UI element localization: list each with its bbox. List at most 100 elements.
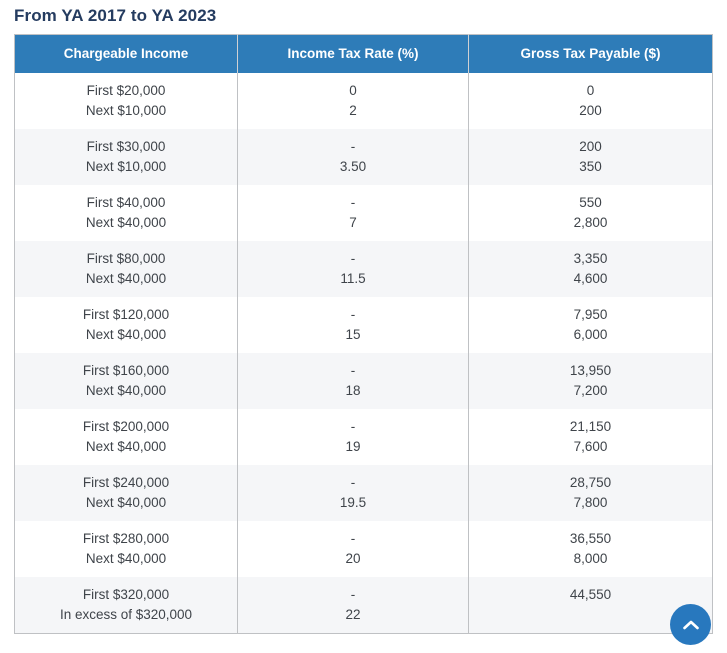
cell-rate: - 15 xyxy=(237,296,469,353)
cell-line: - xyxy=(350,530,356,546)
cell-line: 8,000 xyxy=(573,550,608,566)
cell-line: First $80,000 xyxy=(86,250,166,266)
cell-line: 3,350 xyxy=(573,250,608,266)
cell-payable: 3,350 4,600 xyxy=(468,240,713,297)
cell-line: 2,800 xyxy=(573,214,608,230)
chevron-up-icon xyxy=(682,619,700,631)
cell-line: 21,150 xyxy=(569,418,612,434)
cell-line: Next $10,000 xyxy=(85,102,167,118)
table-row: First $280,000 Next $40,000 - 20 36,550 8,000 xyxy=(14,520,713,577)
cell-line: 44,550 xyxy=(569,586,612,602)
cell-line: 28,750 xyxy=(569,474,612,490)
cell-income: First $20,000 Next $10,000 xyxy=(14,72,238,129)
table-row: First $30,000 Next $10,000-3.50 200 350 xyxy=(14,128,713,185)
table-row: First $80,000 Next $40,000 - 11.5 3,350 4,600 xyxy=(14,240,713,297)
column-header-chargeable-income: Chargeable Income xyxy=(14,34,238,73)
cell-line: 36,550 xyxy=(569,530,612,546)
cell-rate: -7 xyxy=(237,184,469,241)
cell-income: First $200,000 Next $40,000 xyxy=(14,408,238,465)
cell-payable: 28,750 7,800 xyxy=(468,464,713,521)
cell-line: First $200,000 xyxy=(82,418,170,434)
table-row: First $20,000 Next $10,000 0 2 0 200 xyxy=(14,72,713,129)
cell-line: - xyxy=(350,362,356,378)
cell-line: First $240,000 xyxy=(82,474,170,490)
cell-payable: 0 200 xyxy=(468,72,713,129)
cell-line: 200 xyxy=(579,102,602,118)
cell-line: 18 xyxy=(345,382,361,398)
cell-line: 0 xyxy=(349,82,357,98)
cell-line: 15 xyxy=(345,326,361,342)
table-header: Chargeable Income Income Tax Rate (%) Gr… xyxy=(14,34,713,73)
cell-line: 19.5 xyxy=(339,494,367,510)
cell-line: First $120,000 xyxy=(82,306,170,322)
cell-line: 7 xyxy=(349,214,357,230)
cell-line: - xyxy=(350,138,356,154)
cell-line: - xyxy=(350,250,356,266)
cell-income: First $40,000 Next $40,000 xyxy=(14,184,238,241)
cell-income: First $280,000 Next $40,000 xyxy=(14,520,238,577)
table-row: First $40,000 Next $40,000-7 550 2,800 xyxy=(14,184,713,241)
cell-line: Next $40,000 xyxy=(85,382,167,398)
cell-payable: 550 2,800 xyxy=(468,184,713,241)
cell-line: - xyxy=(350,418,356,434)
cell-line: Next $40,000 xyxy=(85,326,167,342)
cell-payable: 21,150 7,600 xyxy=(468,408,713,465)
cell-line: 0 xyxy=(586,82,595,98)
cell-line: 7,200 xyxy=(573,382,608,398)
cell-payable: 7,950 6,000 xyxy=(468,296,713,353)
cell-line: 7,600 xyxy=(573,438,608,454)
cell-line: First $40,000 xyxy=(86,194,166,210)
cell-line: First $320,000 xyxy=(82,586,170,602)
cell-line: First $30,000 xyxy=(86,138,166,154)
cell-line: 22 xyxy=(345,606,361,622)
table-body: First $20,000 Next $10,000 0 2 0 200 First $30… xyxy=(14,72,713,633)
back-to-top-button[interactable] xyxy=(670,604,711,645)
cell-rate: - 18 xyxy=(237,352,469,409)
cell-line: - xyxy=(350,306,356,322)
cell-line: Next $40,000 xyxy=(85,438,167,454)
cell-line: First $20,000 xyxy=(86,82,166,98)
cell-payable: 36,550 8,000 xyxy=(468,520,713,577)
cell-line: 3.50 xyxy=(339,158,367,174)
cell-line: 2 xyxy=(349,102,357,118)
cell-line: Next $40,000 xyxy=(85,214,167,230)
cell-line: 200 xyxy=(579,138,602,154)
cell-line: 13,950 xyxy=(569,362,612,378)
table-row: First $160,000 Next $40,000 - 18 13,950 7,200 xyxy=(14,352,713,409)
cell-line: First $280,000 xyxy=(82,530,170,546)
cell-income: First $240,000 Next $40,000 xyxy=(14,464,238,521)
cell-line: Next $40,000 xyxy=(85,494,167,510)
cell-line: 550 xyxy=(579,194,602,210)
cell-line: - xyxy=(350,194,356,210)
tax-rate-table: Chargeable Income Income Tax Rate (%) Gr… xyxy=(14,34,713,634)
table-row: First $200,000 Next $40,000 - 19 21,150 7,600 xyxy=(14,408,713,465)
cell-income: First $80,000 Next $40,000 xyxy=(14,240,238,297)
cell-line: Next $40,000 xyxy=(85,270,167,286)
cell-income: First $30,000 Next $10,000 xyxy=(14,128,238,185)
cell-line: - xyxy=(350,474,356,490)
cell-line: 20 xyxy=(345,550,361,566)
cell-line: Next $40,000 xyxy=(85,550,167,566)
cell-income: First $120,000 Next $40,000 xyxy=(14,296,238,353)
column-header-gross-tax-payable: Gross Tax Payable ($) xyxy=(468,34,713,73)
column-header-income-tax-rate: Income Tax Rate (%) xyxy=(237,34,469,73)
cell-rate: - 19.5 xyxy=(237,464,469,521)
cell-line: Next $10,000 xyxy=(85,158,167,174)
cell-rate: - 3.50 xyxy=(237,128,469,185)
cell-payable: 13,950 7,200 xyxy=(468,352,713,409)
cell-line: 19 xyxy=(345,438,361,454)
cell-line: 6,000 xyxy=(573,326,608,342)
page-title: From YA 2017 to YA 2023 xyxy=(14,6,217,25)
cell-rate: - 22 xyxy=(237,576,469,633)
table-row: First $240,000 Next $40,000 - 19.5 28,750 7,8… xyxy=(14,464,713,521)
cell-rate: - 11.5 xyxy=(237,240,469,297)
table-row: First $120,000 Next $40,000 - 15 7,950 6,000 xyxy=(14,296,713,353)
cell-line: 7,950 xyxy=(573,306,608,322)
cell-line: 4,600 xyxy=(573,270,608,286)
cell-income: First $320,000 In excess of $320,000 xyxy=(14,576,238,633)
cell-line: - xyxy=(350,586,356,602)
cell-line: First $160,000 xyxy=(82,362,170,378)
table-row: First $320,000 In excess of $320,000 - 22 44… xyxy=(14,576,713,633)
cell-income: First $160,000 Next $40,000 xyxy=(14,352,238,409)
